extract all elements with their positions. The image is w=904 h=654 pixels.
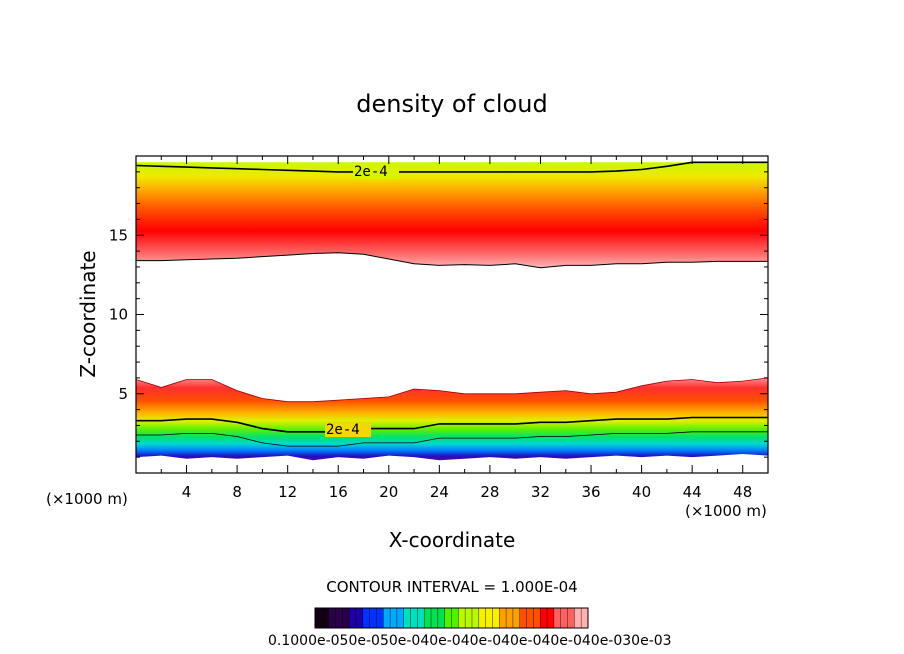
x-tick-label: 44	[683, 483, 702, 501]
x-axis-label: X-coordinate	[389, 528, 516, 552]
colorbar-swatch	[335, 608, 343, 628]
upper-layer-base-contour	[136, 252, 768, 269]
colorbar-swatch	[574, 608, 582, 628]
x-tick-label: 8	[232, 483, 242, 501]
colorbar-swatch	[581, 608, 589, 628]
colorbar-swatch	[349, 608, 357, 628]
x-tick-label: 24	[430, 483, 449, 501]
lower-contour-label-bg	[325, 422, 371, 437]
colorbar-swatch	[492, 608, 500, 628]
y-tick-label: 10	[109, 306, 128, 324]
colorbar-swatch	[376, 608, 384, 628]
x-unit-label-right: (×1000 m)	[685, 502, 767, 520]
colorbar-swatch	[533, 608, 541, 628]
x-tick-label: 28	[480, 483, 499, 501]
colorbar-swatch	[471, 608, 480, 628]
colorbar-swatch	[499, 608, 507, 628]
upper-cloud-layer	[136, 162, 768, 268]
colorbar-swatch	[512, 608, 521, 628]
colorbar-swatch	[328, 608, 336, 628]
lower-cloud-layer	[136, 377, 768, 461]
x-tick-label: 4	[182, 483, 192, 501]
upper-contour-label: 2e-4	[354, 164, 388, 180]
lower-contour-2e-4	[136, 416, 768, 433]
upper-contour-label-bg	[353, 164, 399, 179]
colorbar-swatch	[396, 608, 405, 628]
plot-area	[136, 161, 768, 461]
axis-ticks	[136, 156, 768, 473]
x-tick-label: 36	[581, 483, 600, 501]
colorbar-swatch	[437, 608, 446, 628]
x-tick-label: 32	[531, 483, 550, 501]
colorbar-labels: 0.1000e-050e-050e-040e-040e-040e-040e-04…	[268, 633, 672, 649]
colorbar-swatch	[321, 608, 330, 628]
colorbar-swatch	[540, 608, 548, 628]
lower-layer-top-contour	[136, 377, 768, 403]
colorbar-swatch	[567, 608, 575, 628]
colorbar-swatch	[526, 608, 534, 628]
colorbar-swatch	[342, 608, 350, 628]
colorbar-swatch	[403, 608, 412, 628]
colorbar-swatch	[355, 608, 364, 628]
colorbar-swatch	[506, 608, 514, 628]
colorbar-swatch	[547, 608, 555, 628]
colorbar-swatch	[410, 608, 418, 628]
y-axis-label: Z-coordinate	[76, 250, 100, 377]
y-tick-label: 15	[109, 226, 128, 244]
x-tick-label: 16	[329, 483, 348, 501]
lower-contour-secondary	[136, 431, 768, 447]
colorbar-swatch	[369, 608, 377, 628]
colorbar	[314, 608, 589, 628]
colorbar-swatch	[315, 608, 323, 628]
colorbar-swatch	[451, 608, 459, 628]
y-tick-label: 5	[118, 385, 128, 403]
colorbar-swatch	[383, 608, 391, 628]
colorbar-swatch	[478, 608, 487, 628]
x-tick-label: 48	[733, 483, 752, 501]
colorbar-swatch	[560, 608, 569, 628]
colorbar-swatch	[431, 608, 439, 628]
x-tick-label: 20	[379, 483, 398, 501]
lower-contour-label: 2e-4	[326, 422, 360, 438]
upper-contour-2e-4	[136, 161, 768, 173]
colorbar-swatch	[390, 608, 398, 628]
colorbar-swatch	[485, 608, 493, 628]
colorbar-swatch	[458, 608, 466, 628]
colorbar-swatch	[417, 608, 425, 628]
colorbar-swatch	[424, 608, 432, 628]
x-tick-label: 40	[632, 483, 651, 501]
colorbar-swatch	[465, 608, 473, 628]
colorbar-swatch	[444, 608, 452, 628]
colorbar-swatch	[519, 608, 528, 628]
chart-title: density of cloud	[356, 90, 547, 118]
contour-interval-text: CONTOUR INTERVAL = 1.000E-04	[326, 578, 577, 596]
colorbar-swatch	[362, 608, 371, 628]
x-tick-label: 12	[278, 483, 297, 501]
x-unit-label-left: (×1000 m)	[46, 490, 128, 508]
colorbar-frame	[314, 607, 589, 629]
colorbar-swatch	[553, 608, 562, 628]
